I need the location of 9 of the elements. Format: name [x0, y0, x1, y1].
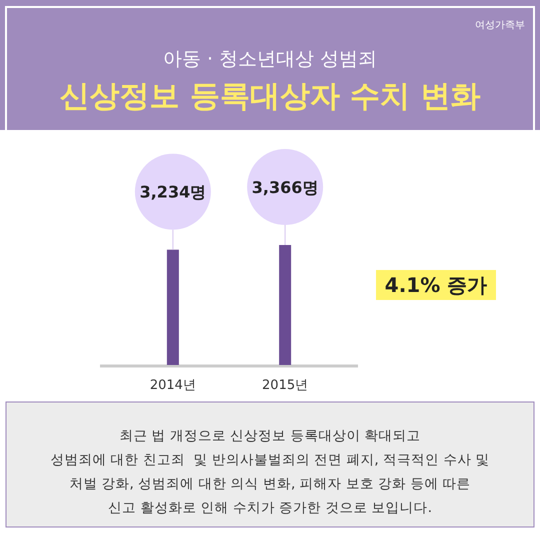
text: 최근 법 개정으로 신상정보 등록대상이 확대되고 성범죄에 대한 친고죄 및 반의사불벌죄의 전면 폐지, 적극적인 수사 및 처벌 강화, 성범죄에 대한 의식 변화, 피해자 보호 강화 등에 따른 신고 활성화로 인해 수치가 증가한 것으로 보입니다.: [50, 428, 490, 516]
data-label: 3,234명: [140, 182, 206, 202]
text: 4.1% 증가: [384, 273, 488, 297]
x-tick-label: 2014년: [150, 378, 196, 393]
chart-title: 신상정보 등록대상자 수치 변화: [59, 79, 481, 114]
x-tick-label: 2015년: [262, 378, 308, 393]
data-label: 3,366명: [252, 178, 318, 197]
text: 여성가족부: [475, 20, 525, 31]
chart-subtitle: 아동 · 청소년대상 성범죄: [162, 48, 378, 70]
